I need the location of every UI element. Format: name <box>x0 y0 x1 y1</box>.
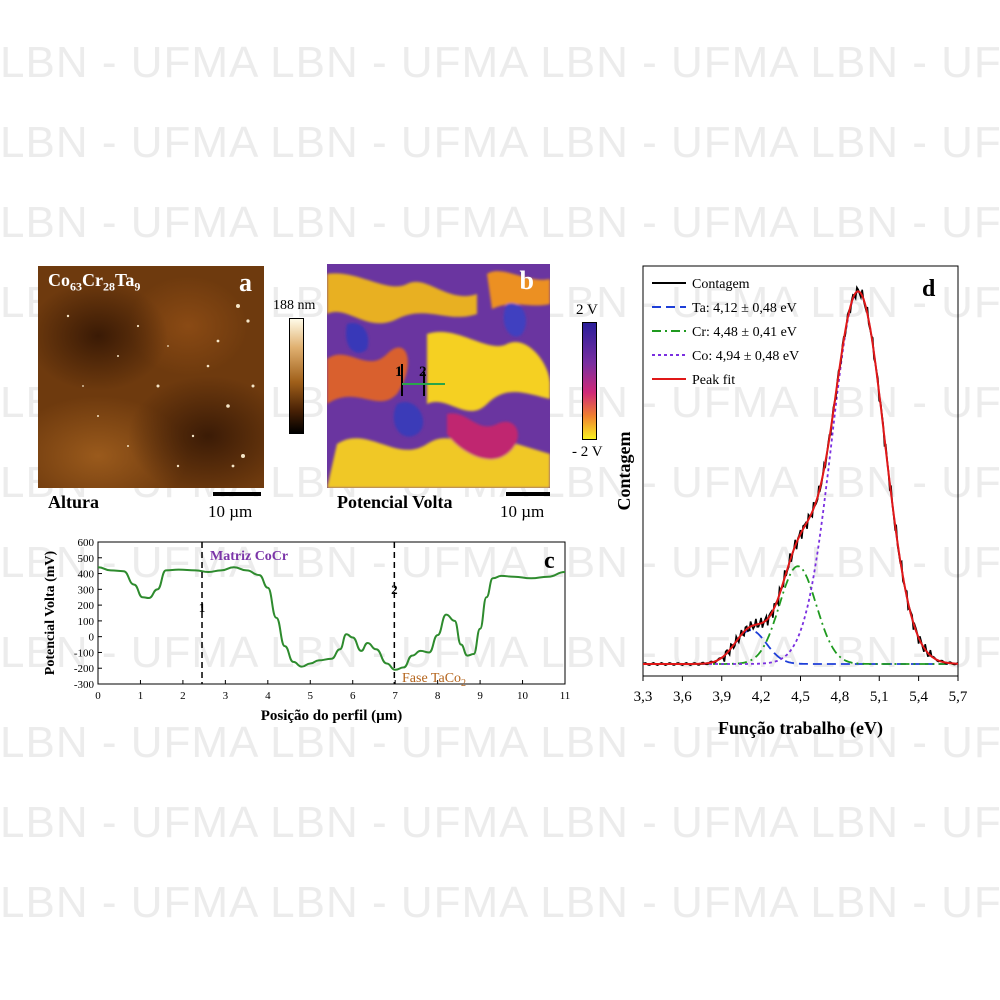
plot-frame <box>97 541 566 685</box>
volta-map-texture: 1 2 <box>327 271 550 488</box>
x-tick-label: 4,8 <box>831 689 850 705</box>
phase-label: Fase TaCo2 <box>402 671 466 689</box>
x-tick-label: 3 <box>223 690 229 702</box>
x-tick-label: 3,9 <box>712 689 731 705</box>
legend-label: Cr: 4,48 ± 0,41 eV <box>692 325 797 340</box>
x-tick-label: 4 <box>265 690 271 702</box>
profile-marker-label-2: 2 <box>391 582 398 597</box>
y-tick-label: -200 <box>74 663 95 675</box>
x-tick-label: 3,6 <box>673 689 692 705</box>
count-data-line <box>642 285 959 666</box>
x-tick-label: 6 <box>350 690 356 702</box>
volta-colorbar-max: 2 V <box>576 302 598 318</box>
watermark-row: LBN - UFMA LBN - UFMA LBN - UFMA LBN - U… <box>0 118 1000 167</box>
y-axis-label: Potencial Volta (mV) <box>43 550 58 675</box>
x-tick-label: 5,1 <box>870 689 889 705</box>
y-tick-label: 0 <box>89 632 95 644</box>
y-axis-label: Contagem <box>614 432 634 511</box>
height-map-image: Co63Cr28Ta9 a <box>38 266 264 488</box>
panel-b-scale-bar <box>506 492 550 496</box>
volta-profile-chart: 0 1 2 3 4 5 6 7 8 9 10 11 -300 -200 -100 0 100 200 300 400 5… <box>43 537 571 724</box>
component-peak-1 <box>643 629 958 665</box>
watermark-row: LBN - UFMA LBN - UFMA LBN - UFMA LBN - U… <box>0 718 1000 767</box>
legend-label: Contagem <box>692 277 750 292</box>
panel-a-scale-bar <box>213 492 261 496</box>
watermark-row: LBN - UFMA LBN - UFMA LBN - UFMA LBN - U… <box>0 628 1000 677</box>
y-tick-label: 200 <box>78 600 95 612</box>
y-tick-label: 400 <box>78 569 95 581</box>
peak-fit-line <box>643 290 958 665</box>
x-axis-label: Posição do perfil (µm) <box>261 708 403 724</box>
watermark-row: LBN - UFMA LBN - UFMA LBN - UFMA LBN - U… <box>0 798 1000 847</box>
x-tick-label: 11 <box>560 690 571 702</box>
panel-b-scale-label: 10 µm <box>500 502 545 521</box>
x-tick-label: 7 <box>392 690 398 702</box>
x-tick-label: 8 <box>435 690 441 702</box>
height-colorbar <box>289 318 304 434</box>
x-axis-label: Função trabalho (eV) <box>718 718 883 739</box>
panel-letter-a: a <box>239 268 252 297</box>
profile-marker-label-1: 1 <box>199 600 206 615</box>
height-colorbar-max: 188 nm <box>273 298 316 313</box>
volta-colorbar <box>582 322 597 440</box>
x-tick-label: 0 <box>95 690 101 702</box>
volta-potential-map: 1 2 b <box>327 264 550 488</box>
watermark-row: LBN - UFMA LBN - UFMA LBN - UFMA LBN - U… <box>0 538 1000 587</box>
watermark-row: LBN - UFMA LBN - UFMA LBN - UFMA LBN - U… <box>0 878 1000 927</box>
panel-b-caption: Potencial Volta <box>337 492 453 512</box>
y-tick-label: -100 <box>74 647 95 659</box>
y-tick-label: 500 <box>78 553 95 565</box>
watermark-row: LBN - UFMA LBN - UFMA LBN - UFMA LBN - U… <box>0 38 1000 87</box>
volta-marker-1: 1 <box>395 364 403 380</box>
x-tick-label: 10 <box>517 690 529 702</box>
y-tick-label: 300 <box>78 584 95 596</box>
y-tick-label: 600 <box>78 537 95 549</box>
sample-composition: Co63Cr28Ta9 <box>48 270 141 294</box>
x-tick-label: 1 <box>138 690 144 702</box>
x-tick-label: 4,5 <box>791 689 810 705</box>
legend-label: Co: 4,94 ± 0,48 eV <box>692 349 799 364</box>
legend-label: Peak fit <box>692 373 735 388</box>
work-function-chart: 3,3 3,6 3,9 4,2 4,5 4,8 5,1 5,4 5,7 Contagem Ta: 4… <box>614 265 968 739</box>
x-tick-label: 4,2 <box>752 689 771 705</box>
x-tick-label: 5,7 <box>949 689 968 705</box>
panel-a-caption: Altura <box>48 492 99 512</box>
legend-label: Ta: 4,12 ± 0,48 eV <box>692 301 797 316</box>
x-tick-label: 2 <box>180 690 186 702</box>
x-tick-label: 5 <box>308 690 314 702</box>
x-tick-label: 3,3 <box>634 689 653 705</box>
x-tick-label: 9 <box>477 690 483 702</box>
panel-letter-d: d <box>922 276 936 302</box>
panel-letter-b: b <box>519 266 534 295</box>
panel-letter-c: c <box>544 548 555 574</box>
height-map-speckles <box>66 304 255 468</box>
component-peak-3 <box>643 290 958 665</box>
panel-a-scale-label: 10 µm <box>208 502 253 521</box>
matrix-label: Matriz CoCr <box>210 549 288 564</box>
y-tick-label: -300 <box>74 679 95 691</box>
x-tick-label: 5,4 <box>909 689 928 705</box>
volta-marker-2: 2 <box>419 364 427 380</box>
watermark-row: LBN - UFMA LBN - UFMA LBN - UFMA LBN - U… <box>0 198 1000 247</box>
volta-profile-line <box>97 566 566 671</box>
y-tick-label: 100 <box>78 616 95 628</box>
volta-colorbar-min: - 2 V <box>572 444 603 460</box>
